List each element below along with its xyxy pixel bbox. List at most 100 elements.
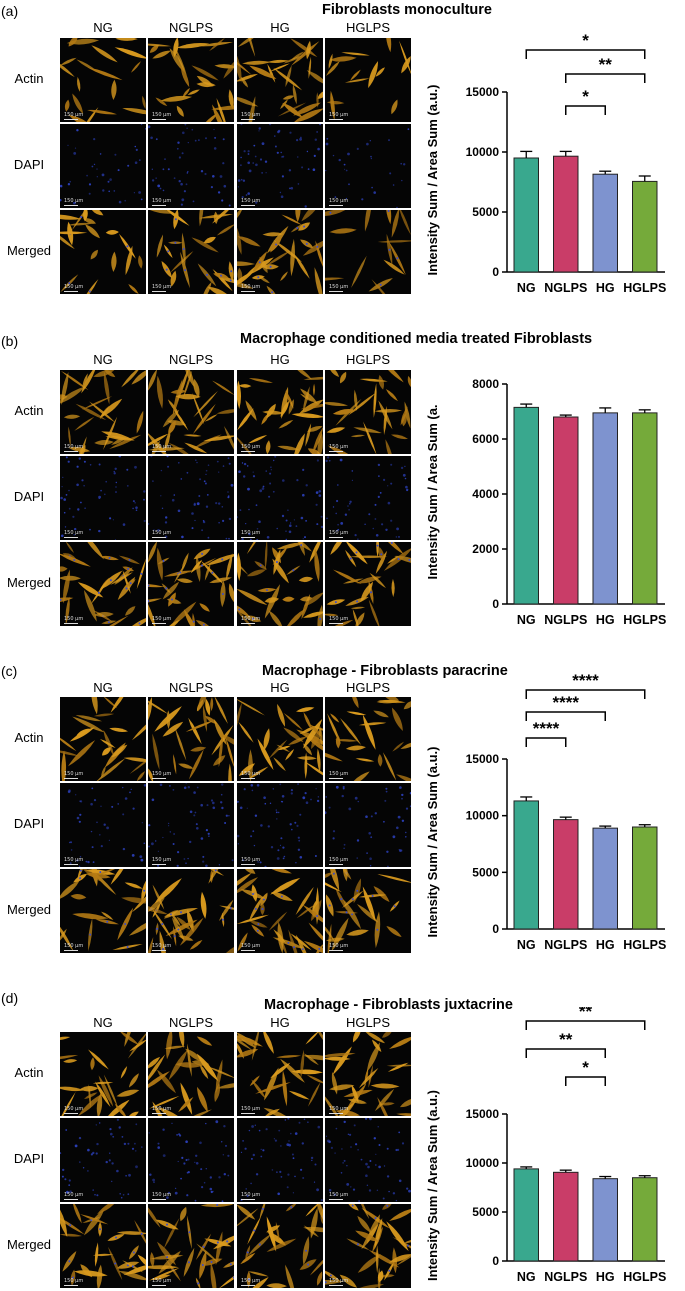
bar-chart: Intensity Sum / Area Sum (a.u.) 0 5000 1000… xyxy=(425,1007,666,1284)
scale-bar: 150 μm xyxy=(241,444,261,452)
micrograph-dapi: 150 μm xyxy=(148,124,234,208)
micrograph-dapi: 150 μm xyxy=(60,456,146,540)
panel-label: (c) xyxy=(1,663,18,679)
y-axis-label: Intensity Sum / Area Sum (a.u.) xyxy=(425,747,440,938)
row-label: DAPI xyxy=(13,1151,45,1166)
micrograph-merged: 150 μm xyxy=(325,542,411,626)
micrograph-dapi: 150 μm xyxy=(237,1118,323,1202)
scale-bar: 150 μm xyxy=(152,1278,172,1286)
x-tick-label: NG xyxy=(517,938,536,952)
significance-label: ** xyxy=(559,1030,573,1049)
micrograph-dapi: 150 μm xyxy=(237,783,323,867)
bar-hglps xyxy=(632,826,658,930)
bar-hglps xyxy=(632,180,658,273)
bar-hg xyxy=(592,827,618,930)
x-tick-label: HGLPS xyxy=(623,1270,666,1284)
micrograph-actin: 150 μm xyxy=(325,370,411,454)
scale-bar: 150 μm xyxy=(152,771,172,779)
scale-bar: 150 μm xyxy=(241,943,261,951)
x-tick-label: NGLPS xyxy=(544,281,587,295)
x-tick-label: NGLPS xyxy=(544,1270,587,1284)
micrograph-dapi: 150 μm xyxy=(60,783,146,867)
x-tick-label: HG xyxy=(596,613,615,627)
scale-bar: 150 μm xyxy=(329,857,349,865)
row-label: Actin xyxy=(14,403,44,418)
scale-bar: 150 μm xyxy=(329,1106,349,1114)
column-header: HG xyxy=(270,1015,290,1030)
y-tick-label: 10000 xyxy=(466,1156,500,1170)
scale-bar: 150 μm xyxy=(241,284,261,292)
x-tick-label: NG xyxy=(517,1270,536,1284)
micrograph-actin: 150 μm xyxy=(60,697,146,781)
micrograph-dapi: 150 μm xyxy=(60,1118,146,1202)
scale-bar: 150 μm xyxy=(329,530,349,538)
x-tick-label: NG xyxy=(517,281,536,295)
bar-hg xyxy=(592,412,618,605)
panel-title: Macrophage - Fibroblasts paracrine xyxy=(262,663,508,679)
scale-bar: 150 μm xyxy=(64,943,84,951)
bar-hglps xyxy=(632,412,658,605)
x-tick-label: HG xyxy=(596,281,615,295)
y-axis-label: Intensity Sum / Area Sum (a.u.) xyxy=(425,1090,440,1281)
x-tick-label: NGLPS xyxy=(544,938,587,952)
scale-bar: 150 μm xyxy=(152,616,172,624)
significance-bracket xyxy=(525,49,646,59)
significance-label: * xyxy=(582,31,589,50)
scale-bar: 150 μm xyxy=(64,444,84,452)
significance-bracket xyxy=(525,1048,606,1058)
scale-bar: 150 μm xyxy=(329,198,349,206)
scale-bar: 150 μm xyxy=(241,1192,261,1200)
micrograph-actin: 150 μm xyxy=(325,697,411,781)
micrograph-actin: 150 μm xyxy=(237,697,323,781)
significance-label: **** xyxy=(572,672,599,690)
y-tick-label: 15000 xyxy=(466,85,500,99)
scale-bar: 150 μm xyxy=(64,1192,84,1200)
y-axis-label: Intensity Sum / Area Sum (a. xyxy=(425,404,440,579)
micrograph-merged: 150 μm xyxy=(148,210,234,294)
scale-bar: 150 μm xyxy=(241,198,261,206)
scale-bar: 150 μm xyxy=(152,943,172,951)
micrograph-merged: 150 μm xyxy=(237,869,323,953)
significance-bracket xyxy=(525,737,567,747)
row-label: Actin xyxy=(14,1065,44,1080)
x-tick-label: HG xyxy=(596,1270,615,1284)
micrograph-actin: 150 μm xyxy=(148,370,234,454)
micrograph-merged: 150 μm xyxy=(60,542,146,626)
scale-bar: 150 μm xyxy=(64,616,84,624)
significance-bracket xyxy=(525,689,646,699)
scale-bar: 150 μm xyxy=(329,284,349,292)
row-label: DAPI xyxy=(13,157,45,172)
column-header: NGLPS xyxy=(168,680,214,695)
x-tick-label: NG xyxy=(517,613,536,627)
micrograph-dapi: 150 μm xyxy=(148,456,234,540)
row-label: Merged xyxy=(6,902,52,917)
scale-bar: 150 μm xyxy=(241,771,261,779)
y-tick-label: 5000 xyxy=(472,865,499,879)
bar-ng xyxy=(513,1168,539,1262)
scale-bar: 150 μm xyxy=(64,198,84,206)
scale-bar: 150 μm xyxy=(152,857,172,865)
scale-bar: 150 μm xyxy=(329,771,349,779)
y-tick-label: 5000 xyxy=(472,205,499,219)
micrograph-dapi: 150 μm xyxy=(60,124,146,208)
micrograph-actin: 150 μm xyxy=(325,38,411,122)
panel-label: (a) xyxy=(1,3,19,19)
micrograph-actin: 150 μm xyxy=(60,38,146,122)
scale-bar: 150 μm xyxy=(329,943,349,951)
bar-ng xyxy=(513,406,539,605)
row-label: DAPI xyxy=(13,816,45,831)
micrograph-actin: 150 μm xyxy=(237,370,323,454)
significance-label: ** xyxy=(579,1007,593,1021)
column-header: NGLPS xyxy=(168,20,214,35)
significance-bracket xyxy=(525,1020,646,1030)
panel-title: Macrophage - Fibroblasts juxtacrine xyxy=(264,997,513,1013)
micrograph-merged: 150 μm xyxy=(148,542,234,626)
column-header: HG xyxy=(270,352,290,367)
scale-bar: 150 μm xyxy=(64,1278,84,1286)
scale-bar: 150 μm xyxy=(64,112,84,120)
micrograph-actin: 150 μm xyxy=(325,1032,411,1116)
micrograph-actin: 150 μm xyxy=(60,370,146,454)
micrograph-actin: 150 μm xyxy=(148,1032,234,1116)
bar-nglps xyxy=(553,1171,579,1262)
scale-bar: 150 μm xyxy=(64,530,84,538)
